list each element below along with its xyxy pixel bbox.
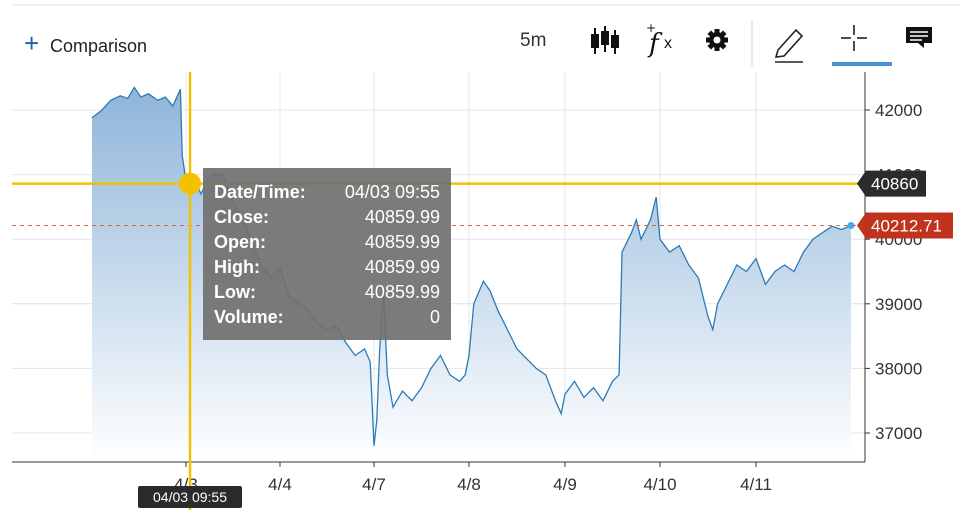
plus-icon: + [24, 28, 39, 58]
y-axis-ticks: 370003800039000400004100042000 [865, 101, 922, 443]
last-point-marker [847, 221, 855, 229]
tooltip-value-3: 40859.99 [365, 257, 440, 277]
tooltip-value-2: 40859.99 [365, 232, 440, 252]
series-area [91, 86, 855, 463]
y-tick-label-37000: 37000 [875, 424, 922, 443]
tooltip-label-4: Low: [214, 282, 256, 302]
x-tick-label-4-10: 4/10 [643, 475, 676, 494]
crosshair-price-badge [857, 170, 926, 197]
tooltip-label-5: Volume: [214, 307, 284, 327]
comparison-label: Comparison [50, 36, 147, 56]
crosshair-icon[interactable] [832, 25, 892, 66]
axes [12, 72, 866, 463]
tooltip-value-4: 40859.99 [365, 282, 440, 302]
comment-icon[interactable] [906, 27, 932, 48]
series-line [91, 86, 852, 446]
toolbar: + Comparison 5m + f x [12, 4, 960, 66]
crosshair-point [179, 172, 201, 195]
candlestick-icon[interactable] [591, 26, 619, 54]
series-fill [92, 87, 851, 463]
tooltip-box [203, 168, 451, 340]
x-tick-label-4-11: 4/11 [740, 475, 772, 494]
x-axis-ticks: 4/3 4/4 4/7 4/8 4/9 4/10 4/11 [174, 462, 772, 494]
tooltip-value-0: 04/03 09:55 [345, 182, 440, 202]
gear-icon[interactable] [706, 29, 728, 51]
svg-text:+: + [646, 21, 656, 35]
svg-text:f: f [647, 29, 663, 59]
pencil-icon[interactable] [774, 28, 804, 63]
tooltip: Date/Time: 04/03 09:55 Close: 40859.99 Open:… [203, 168, 451, 340]
x-tick-label-4-8: 4/8 [457, 475, 481, 494]
y-tick-label-39000: 39000 [875, 295, 922, 314]
tooltip-label-1: Close: [214, 207, 269, 227]
comparison-button[interactable]: + Comparison [24, 28, 147, 58]
y-tick-label-38000: 38000 [875, 359, 922, 378]
tooltip-label-3: High: [214, 257, 260, 277]
tooltip-label-0: Date/Time: [214, 182, 306, 202]
x-tick-label-4-7: 4/7 [362, 475, 386, 494]
svg-text:x: x [664, 35, 672, 52]
x-tick-label-4-9: 4/9 [553, 475, 577, 494]
x-tick-label-4-4: 4/4 [268, 475, 292, 494]
fx-icon[interactable]: + f x [646, 21, 672, 59]
tooltip-label-2: Open: [214, 232, 266, 252]
crosshair-price-label: 40860 [871, 175, 918, 194]
y-tick-label-42000: 42000 [875, 101, 922, 120]
active-tool-underline [832, 62, 892, 66]
interval-selector[interactable]: 5m [520, 30, 546, 51]
crosshair-date-badge [138, 486, 242, 508]
tooltip-value-5: 0 [430, 307, 440, 327]
last-price-label: 40212.71 [871, 216, 942, 235]
tooltip-value-1: 40859.99 [365, 207, 440, 227]
crosshair-date-label: 04/03 09:55 [153, 489, 227, 505]
last-price-badge [857, 212, 953, 239]
